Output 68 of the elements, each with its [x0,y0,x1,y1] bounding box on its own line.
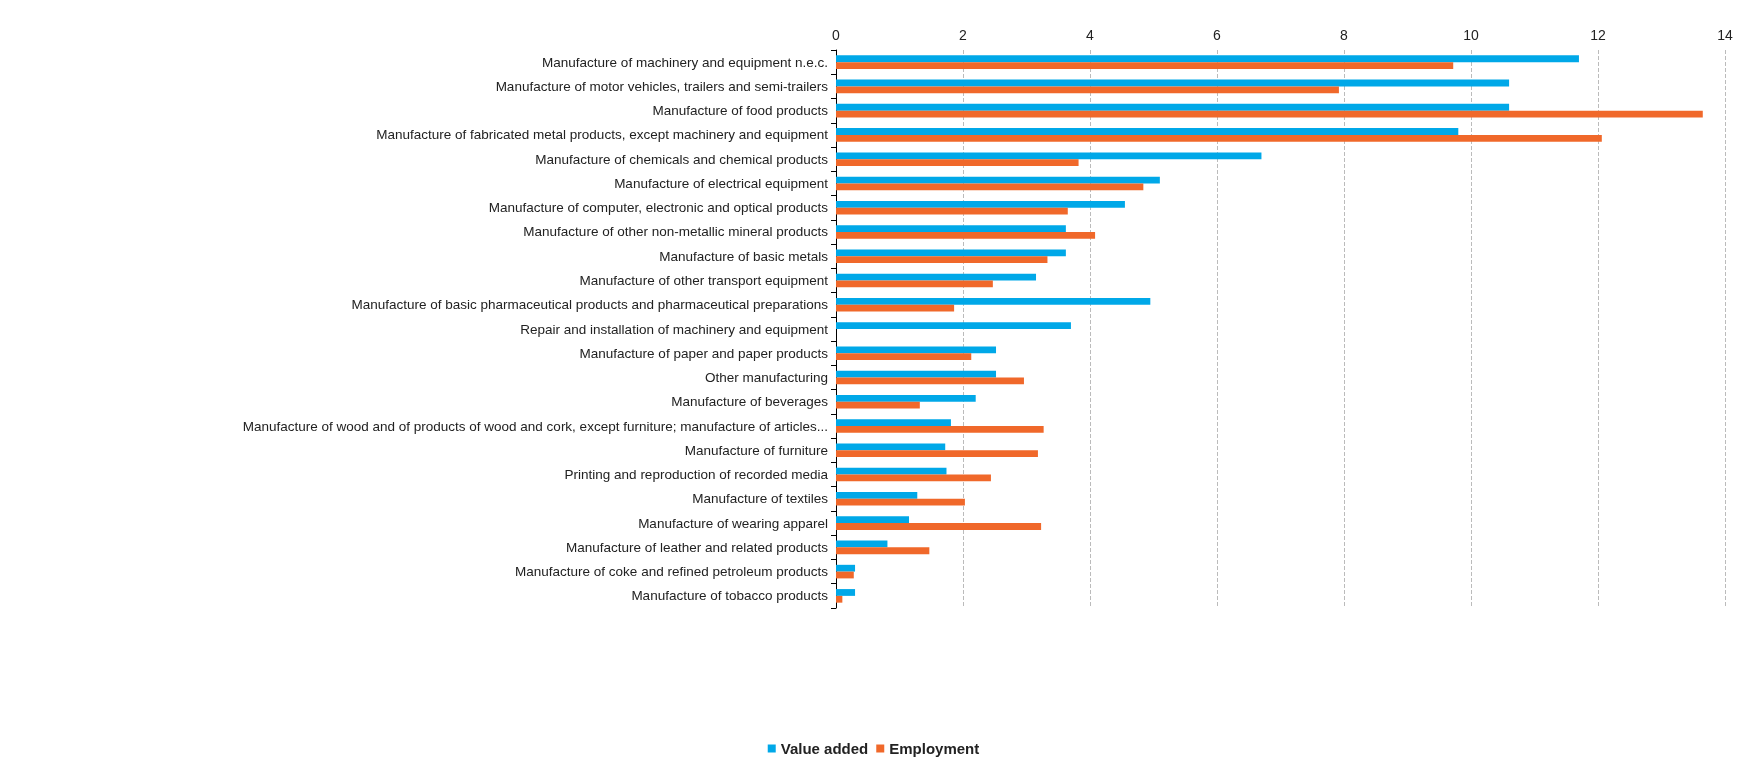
y-tick-label: Manufacture of fabricated metal products, except machinery and equipment [376,127,829,143]
y-tick-label: Manufacture of furniture [684,442,828,458]
bar [836,589,856,596]
y-tick-label: Manufacture of tobacco products [631,588,829,604]
x-tick-label: 6 [1213,27,1222,43]
bar [836,183,1144,191]
legend-label: Employment [889,740,980,757]
x-tick-label: 4 [1086,27,1095,43]
bar [836,134,1602,142]
bar [836,595,843,603]
y-tick-label: Manufacture of wearing apparel [638,515,828,531]
bar [836,225,1066,232]
bar [836,401,920,409]
y-tick-label: Manufacture of textiles [692,491,829,507]
bar [836,523,1042,530]
bar [836,152,1262,160]
y-tick-label: Manufacture of paper and paper products [579,345,829,361]
x-tick-label: 2 [959,27,968,43]
y-tick-label: Manufacture of basic pharmaceutical products and pharmaceutical preparations [351,297,829,313]
bar [836,516,910,524]
bar [836,200,1125,208]
bar [836,297,1151,305]
bar [836,280,993,288]
x-tick-label: 0 [832,27,841,43]
y-tick-label: Manufacture of leather and related products [566,539,829,555]
y-tick-label: Manufacture of computer, electronic and optical products [488,200,829,216]
bar [836,492,918,499]
y-tick-label: Manufacture of beverages [671,394,829,410]
bar [836,370,997,378]
bar [836,353,972,361]
bar [836,450,1038,458]
y-tick-label: Manufacture of chemicals and chemical products [535,151,829,167]
y-tick-label: Other manufacturing [704,370,828,386]
legend-label: Value added [780,740,869,757]
bar [836,547,930,555]
x-tick-label: 14 [1717,27,1733,43]
x-tick-label: 12 [1590,27,1606,43]
y-tick-label: Manufacture of basic metals [659,248,829,264]
y-tick-label: Manufacture of food products [652,103,829,119]
bar [836,86,1339,94]
x-tick-label: 8 [1340,27,1349,43]
y-tick-label: Manufacture of wood and of products of wood and cork, except furniture; manufacture of articles... [242,418,828,434]
bar [836,467,947,475]
y-tick-label: Repair and installation of machinery and equipment [520,321,829,337]
bar [836,346,997,354]
y-tick-label: Manufacture of machinery and equipment n.e.c. [542,54,828,70]
bar [836,426,1044,433]
bar [836,498,965,506]
bar [836,419,951,427]
y-tick-label: Manufacture of other transport equipment [579,272,829,288]
y-tick-label: Manufacture of other non-metallic mineral products [523,224,829,240]
bar [836,564,856,572]
y-tick-label: Manufacture of electrical equipment [614,175,829,191]
bar [836,249,1066,257]
bar [836,304,955,312]
bar [836,55,1579,63]
y-tick-label: Manufacture of coke and refined petroleum products [515,564,829,580]
bar [836,256,1048,264]
bar [836,62,1454,69]
y-tick-label: Printing and reproduction of recorded media [564,467,829,483]
x-tick-label: 10 [1463,27,1479,43]
bar [836,394,976,402]
bar [836,128,1459,135]
y-tick-label: Manufacture of motor vehicles, trailers and semi-trailers [495,78,829,94]
bar [836,322,1071,329]
bar [836,231,1096,239]
bar [836,103,1510,111]
bar [836,159,1079,166]
